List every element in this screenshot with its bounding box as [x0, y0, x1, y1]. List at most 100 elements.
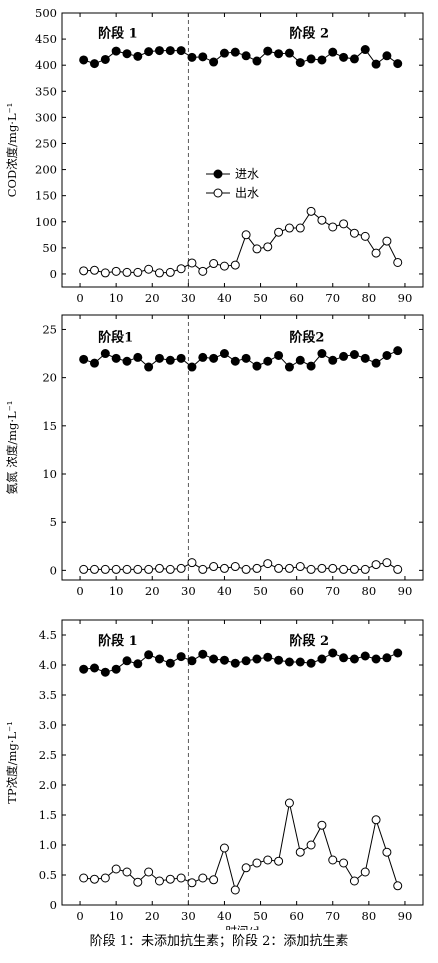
effluent-point	[230, 260, 240, 270]
effluent-point	[144, 564, 154, 574]
x-tick-label: 90	[398, 584, 413, 598]
x-tick-label: 60	[289, 584, 304, 598]
effluent-point	[176, 264, 186, 274]
influent-point	[393, 346, 403, 356]
x-tick-label: 40	[217, 291, 232, 305]
y-tick-label: 0.5	[39, 868, 57, 882]
effluent-point	[295, 847, 305, 857]
x-tick-label: 40	[217, 584, 232, 598]
effluent-point	[219, 843, 229, 853]
influent-point	[393, 59, 403, 69]
influent-point	[382, 350, 392, 360]
x-tick-label: 50	[253, 584, 268, 598]
x-tick-label: 40	[217, 909, 232, 923]
y-tick-label: 450	[35, 32, 57, 46]
x-tick-label: 10	[109, 909, 124, 923]
influent-point	[165, 46, 175, 56]
effluent-point	[154, 268, 164, 278]
influent-point	[219, 655, 229, 665]
effluent-point	[349, 564, 359, 574]
effluent-point	[100, 564, 110, 574]
y-tick-label: 400	[35, 58, 57, 72]
effluent-point	[165, 267, 175, 277]
effluent-point	[209, 259, 219, 269]
y-tick-label: 500	[35, 6, 57, 20]
effluent-point	[187, 258, 197, 268]
effluent-point	[122, 564, 132, 574]
x-tick-label: 30	[181, 584, 196, 598]
influent-point	[339, 52, 349, 62]
influent-point	[371, 59, 381, 69]
effluent-point	[154, 563, 164, 573]
influent-point	[284, 362, 294, 372]
influent-point	[230, 658, 240, 668]
influent-point	[133, 51, 143, 61]
effluent-point	[382, 558, 392, 568]
x-tick-label: 60	[289, 909, 304, 923]
effluent-point	[165, 874, 175, 884]
y-tick-label: 10	[42, 467, 57, 481]
x-tick-label: 30	[181, 291, 196, 305]
x-tick-label: 90	[398, 291, 413, 305]
effluent-point	[284, 223, 294, 233]
effluent-point	[133, 267, 143, 277]
influent-point	[176, 46, 186, 56]
effluent-point	[295, 223, 305, 233]
effluent-point	[187, 558, 197, 568]
x-tick-label: 0	[76, 909, 83, 923]
y-tick-label: 1.0	[39, 838, 57, 852]
effluent-point	[230, 885, 240, 895]
effluent-point	[209, 875, 219, 885]
effluent-point	[241, 863, 251, 873]
figure-caption: 阶段 1：未添加抗生素；阶段 2：添加抗生素	[89, 934, 349, 949]
effluent-point	[209, 562, 219, 572]
effluent-point	[306, 840, 316, 850]
x-tick-label: 20	[145, 909, 160, 923]
plot-frame	[61, 314, 424, 581]
influent-point	[252, 361, 262, 371]
y-axis-label: TP浓度/mg·L⁻¹	[5, 721, 19, 804]
influent-point	[263, 46, 273, 56]
chart-panel-2: 0 10 20 30 40 50 60 70 80 90 0 5 10 15 20 25 氨氮 浓度/mg·L⁻…	[5, 314, 424, 598]
y-tick-label: 15	[42, 419, 57, 433]
influent-point	[263, 652, 273, 662]
influent-point	[295, 58, 305, 68]
influent-point	[349, 654, 359, 664]
influent-point	[360, 651, 370, 661]
y-tick-label: 0	[50, 267, 57, 281]
influent-point	[209, 57, 219, 67]
influent-point	[187, 656, 197, 666]
effluent-point	[295, 562, 305, 572]
influent-point	[284, 657, 294, 667]
effluent-point	[219, 563, 229, 573]
influent-point	[306, 361, 316, 371]
influent-point	[111, 664, 121, 674]
x-tick-label: 60	[289, 291, 304, 305]
effluent-point	[393, 564, 403, 574]
effluent-point	[328, 563, 338, 573]
y-tick-label: 0	[50, 898, 57, 912]
influent-point	[349, 54, 359, 64]
effluent-point	[382, 847, 392, 857]
chart-panel-1: 0 10 20 30 40 50 60 70 80 90 0 50 100 150 200 250 300 350…	[5, 6, 424, 305]
effluent-point	[339, 219, 349, 229]
influent-point	[144, 47, 154, 57]
y-tick-label: 250	[35, 136, 57, 150]
influent-point	[317, 654, 327, 664]
effluent-point	[339, 564, 349, 574]
y-tick-label: 25	[42, 322, 57, 336]
y-tick-label: 2.5	[39, 748, 57, 762]
effluent-point	[339, 858, 349, 868]
influent-point	[360, 45, 370, 55]
influent-point	[154, 353, 164, 363]
effluent-point	[165, 564, 175, 574]
influent-point	[89, 358, 99, 368]
influent-point	[382, 653, 392, 663]
y-tick-label: 0	[50, 563, 57, 577]
effluent-point	[382, 236, 392, 246]
x-tick-label: 20	[145, 291, 160, 305]
influent-point	[144, 650, 154, 660]
stage-2-label: 阶段 2	[289, 633, 329, 649]
y-tick-label: 300	[35, 110, 57, 124]
effluent-point	[274, 563, 284, 573]
